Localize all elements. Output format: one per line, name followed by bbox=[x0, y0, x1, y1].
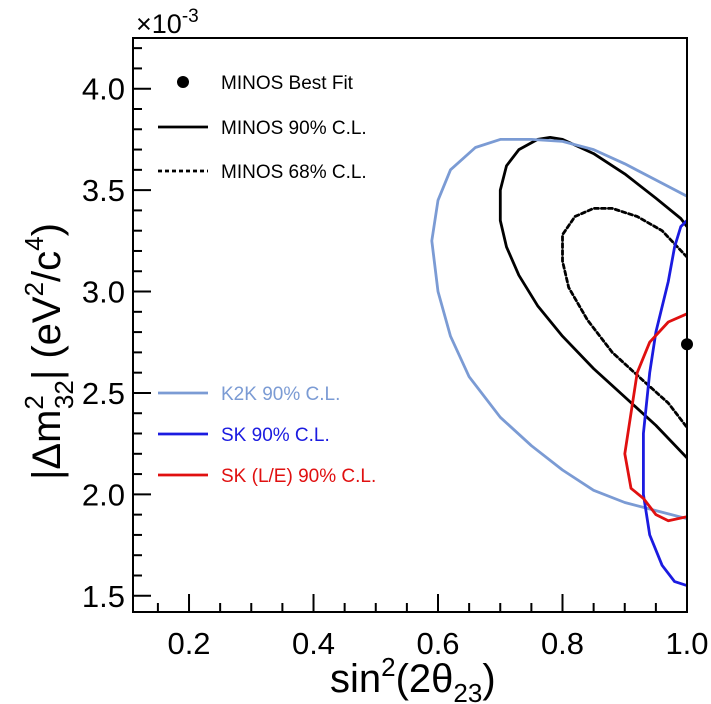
plot-clip-group bbox=[430, 135, 687, 587]
series-line-3 bbox=[642, 219, 687, 587]
series-line-4 bbox=[623, 312, 687, 523]
x-tick-label: 0.6 bbox=[416, 626, 459, 661]
plot-frame bbox=[132, 37, 688, 613]
legend-label: MINOS Best Fit bbox=[221, 73, 354, 94]
legend-label: SK 90% C.L. bbox=[221, 425, 330, 446]
legend-label: SK (L/E) 90% C.L. bbox=[221, 466, 376, 487]
x-axis-title: sin2(2θ23) bbox=[330, 652, 496, 704]
y-tick-label: 2.5 bbox=[82, 376, 125, 411]
legend-marker bbox=[177, 76, 189, 88]
x-tick-label: 0.2 bbox=[167, 626, 210, 661]
x-tick-label: 0.8 bbox=[541, 626, 584, 661]
x-tick-label: 1.0 bbox=[665, 626, 708, 661]
series-line-2 bbox=[430, 137, 687, 521]
series-layer bbox=[430, 135, 687, 587]
y-tick-label: 3.5 bbox=[82, 173, 125, 208]
series-line-1 bbox=[561, 206, 687, 429]
series-line-0 bbox=[498, 135, 687, 460]
y-tick-label: 1.5 bbox=[82, 579, 125, 614]
y-axis-title: |Δm232| (eV2/c4) bbox=[19, 223, 79, 480]
x-axis: 0.2 0.4 0.6 0.8 1.0 bbox=[156, 594, 709, 661]
y-axis: 1.5 2.0 2.5 3.0 3.5 4.0 bbox=[82, 47, 151, 614]
legend-label: MINOS 90% C.L. bbox=[221, 118, 367, 139]
legend: MINOS Best Fit MINOS 90% C.L. MINOS 68% C.… bbox=[158, 73, 376, 487]
y-tick-label: 3.0 bbox=[82, 275, 125, 310]
legend-label: K2K 90% C.L. bbox=[221, 384, 340, 405]
x-tick-label: 0.4 bbox=[292, 626, 335, 661]
y-tick-label: 4.0 bbox=[82, 72, 125, 107]
y-tick-label: 2.0 bbox=[82, 477, 125, 512]
y-multiplier-label: ×10-3 bbox=[136, 6, 199, 39]
legend-label: MINOS 68% C.L. bbox=[221, 162, 367, 183]
